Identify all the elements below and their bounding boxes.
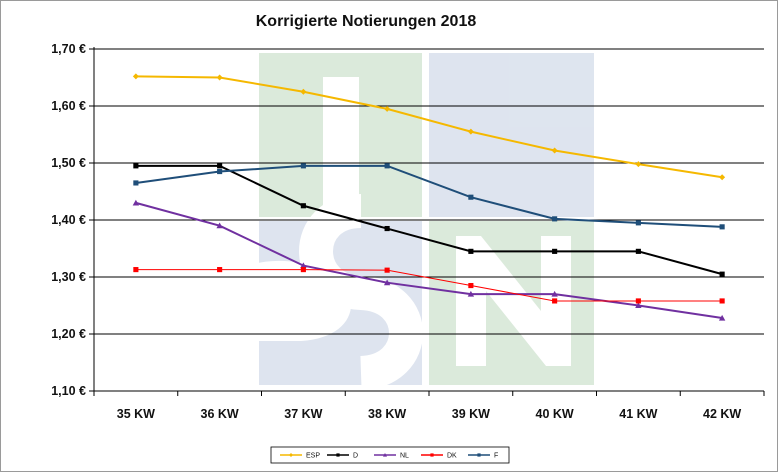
x-tick-label: 42 KW [703, 407, 741, 421]
data-point [467, 290, 475, 297]
legend-label: F [494, 453, 498, 460]
x-tick-label: 37 KW [284, 407, 322, 421]
grid-lines [94, 48, 764, 335]
data-point [383, 279, 391, 286]
data-point [384, 163, 390, 169]
series-f [133, 163, 725, 230]
series-dk [133, 267, 725, 304]
series-d [133, 163, 725, 277]
series-line [135, 201, 723, 320]
series-line [135, 269, 723, 302]
data-point [384, 105, 391, 112]
data-point [430, 453, 434, 457]
series-line [135, 164, 723, 228]
data-point [384, 267, 390, 273]
data-point [216, 74, 223, 81]
data-point [635, 302, 642, 309]
data-point [635, 298, 641, 304]
data-point [467, 128, 474, 135]
legend-label: D [353, 453, 358, 460]
data-point [383, 453, 387, 457]
y-tick-label: 1,10 € [51, 384, 86, 398]
legend: ESP D NL DK F [270, 446, 510, 464]
x-tick-label: 39 KW [452, 407, 490, 421]
data-point [133, 163, 139, 169]
data-point [217, 267, 223, 273]
x-tick-label: 41 KW [619, 407, 657, 421]
legend-label: DK [447, 453, 457, 460]
legend-item-d: D [327, 453, 358, 460]
data-point [384, 225, 390, 232]
data-point [132, 73, 139, 80]
x-axis-ticks: 35 KW 36 KW 37 KW 38 KW 39 KW 40 KW 41 KW 42 KW [93, 391, 765, 421]
data-point [300, 88, 307, 95]
data-point [300, 262, 307, 269]
data-point [468, 248, 474, 254]
data-point [217, 163, 223, 169]
data-point [300, 163, 306, 169]
data-point [133, 180, 139, 186]
data-point [336, 453, 340, 457]
legend-item-f: F [468, 453, 498, 460]
data-point [468, 194, 474, 200]
data-point [635, 161, 642, 168]
series-line [135, 164, 723, 276]
series-nl [132, 199, 726, 321]
series-layer [132, 73, 726, 321]
legend-label: ESP [306, 453, 320, 460]
legend-item-esp: ESP [280, 453, 320, 460]
data-point [217, 168, 223, 175]
x-tick-label: 36 KW [201, 407, 239, 421]
y-tick-label: 1,50 € [51, 156, 86, 170]
legend-label: NL [400, 453, 409, 460]
data-point [552, 216, 558, 222]
data-point [551, 147, 558, 154]
data-point [552, 298, 558, 304]
data-point [132, 199, 140, 206]
data-point [289, 453, 293, 457]
y-tick-label: 1,60 € [51, 99, 86, 113]
data-point [133, 267, 139, 273]
data-point [635, 248, 641, 254]
data-point [719, 224, 725, 230]
data-point [719, 271, 725, 277]
data-point [216, 222, 223, 229]
data-point [477, 453, 481, 457]
y-tick-label: 1,40 € [51, 213, 86, 227]
legend-item-dk: DK [421, 453, 457, 460]
data-point [719, 298, 725, 304]
y-axis-ticks: 1,10 € 1,20 € 1,30 € 1,40 € 1,50 € 1,60 € 1,70… [51, 42, 94, 398]
data-point [551, 290, 558, 297]
data-point [468, 282, 474, 289]
watermark-logo [218, 53, 594, 390]
data-point [719, 174, 726, 181]
data-point [718, 314, 726, 321]
chart-title: Korrigierte Notierungen 2018 [256, 13, 477, 30]
x-tick-label: 38 KW [368, 407, 406, 421]
x-tick-label: 40 KW [536, 407, 574, 421]
data-point [300, 267, 306, 273]
data-point [552, 248, 558, 254]
y-tick-label: 1,70 € [51, 42, 86, 56]
series-esp [132, 73, 726, 181]
y-tick-label: 1,30 € [51, 270, 86, 284]
x-tick-label: 35 KW [117, 407, 155, 421]
data-point [635, 220, 641, 226]
series-line [135, 75, 723, 179]
data-point [300, 203, 306, 209]
legend-item-nl: NL [374, 453, 409, 460]
y-tick-label: 1,20 € [51, 327, 86, 341]
